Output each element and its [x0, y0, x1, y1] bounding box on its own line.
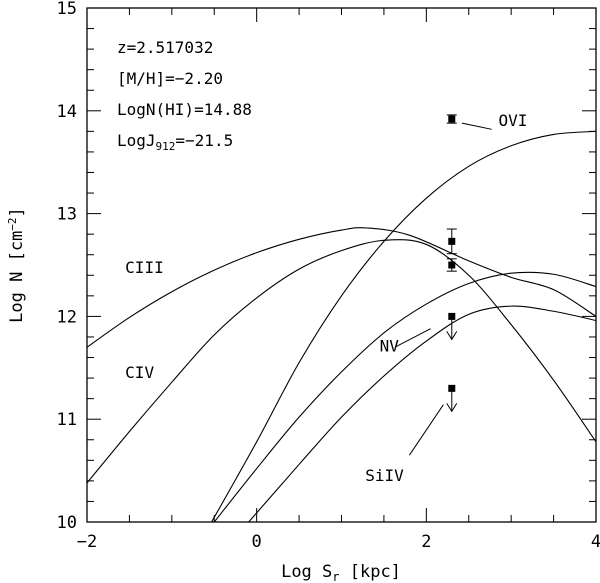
- x-axis-title: Log Sr [kpc]: [281, 562, 401, 583]
- leader-line: [461, 122, 492, 130]
- annotation-ionizing-flux: LogJ912=−21.5: [117, 131, 233, 153]
- obs-point-civ: [446, 258, 457, 272]
- leader-lines: [394, 122, 492, 456]
- label-civ: CIV: [125, 363, 154, 382]
- leader-line: [408, 404, 444, 456]
- obs-marker: [448, 261, 456, 269]
- obs-marker: [448, 312, 456, 320]
- x-tick-label: 2: [421, 532, 431, 552]
- annotation-block: z=2.517032 [M/H]=−2.20 LogN(HI)=14.88 Lo…: [117, 38, 252, 153]
- obs-marker: [448, 384, 456, 392]
- obs-point-ovi: [446, 114, 457, 124]
- observations: [446, 114, 458, 413]
- leader-line: [394, 328, 431, 348]
- x-tick-label: −2: [77, 532, 97, 552]
- y-tick-label: 12: [57, 307, 77, 327]
- y-tick-label: 11: [57, 410, 77, 430]
- obs-point-siiv: [446, 384, 458, 413]
- label-nv: NV: [380, 336, 400, 355]
- label-ciii: CIII: [125, 258, 164, 277]
- x-tick-label: 4: [591, 532, 600, 552]
- y-tick-label: 13: [57, 205, 77, 225]
- upper-limit-arrowhead: [446, 331, 458, 341]
- curve-labels: CIII CIV NV SiIV OVI: [125, 111, 527, 485]
- obs-marker: [448, 115, 456, 123]
- label-siiv: SiIV: [365, 466, 404, 485]
- model-curves: [87, 130, 596, 522]
- curve-ovi: [210, 130, 596, 522]
- annotation-redshift: z=2.517032: [117, 38, 213, 57]
- axis-ticks: [86, 7, 597, 523]
- y-tick-label: 10: [57, 513, 77, 533]
- upper-limit-arrowhead: [446, 403, 458, 413]
- obs-point-ciii: [446, 228, 457, 255]
- axis-tick-labels: −2 0 2 4 10 11 12 13 14 15: [57, 0, 600, 552]
- x-tick-label: 0: [252, 532, 262, 552]
- annotation-hi-column: LogN(HI)=14.88: [117, 100, 252, 119]
- curve-siiv: [247, 305, 596, 522]
- curve-civ: [87, 239, 596, 484]
- obs-point-nv: [446, 312, 458, 341]
- obs-marker: [448, 237, 456, 245]
- y-axis-title: Log N [cm−2]: [6, 207, 27, 323]
- curve-ciii: [87, 227, 596, 348]
- annotation-metallicity: [M/H]=−2.20: [117, 69, 223, 88]
- y-tick-label: 15: [57, 0, 77, 19]
- curve-nv: [213, 271, 596, 522]
- label-ovi: OVI: [498, 111, 527, 130]
- y-tick-label: 14: [57, 102, 77, 122]
